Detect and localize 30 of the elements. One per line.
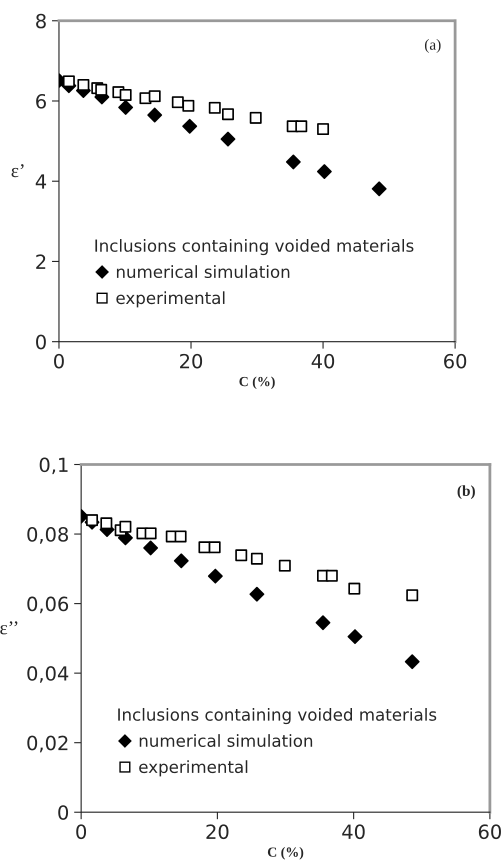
y-tick-label: 0 (58, 805, 68, 820)
legend-label: experimental (139, 760, 248, 776)
x-axis-title: C (%) (268, 847, 304, 860)
x-tick-label: 40 (342, 824, 365, 840)
legend-title: Inclusions containing voided materials (118, 708, 436, 724)
y-tick-label: 6 (36, 94, 46, 109)
y-tick-label: 0,1 (40, 457, 68, 474)
x-tick-label: 20 (206, 824, 228, 840)
y-axis-title: ε’ (12, 164, 24, 178)
y-tick-label: 0,04 (27, 666, 68, 683)
x-tick-label: 60 (444, 354, 466, 369)
y-tick-label: 4 (36, 174, 46, 189)
legend-label: experimental (116, 291, 224, 308)
x-tick-label: 40 (312, 354, 334, 369)
x-tick-label: 20 (180, 354, 202, 369)
y-tick-label: 0 (36, 334, 46, 350)
legend-label: numerical simulation (116, 265, 290, 278)
x-axis-title: C (%) (239, 376, 275, 390)
x-tick-label: 0 (76, 824, 86, 840)
legend-title: Inclusions containing voided materials (95, 239, 414, 256)
y-tick-label: 8 (36, 14, 46, 28)
x-tick-label: 60 (478, 824, 501, 840)
y-tick-label: 2 (36, 254, 46, 269)
y-axis-title: ε’’ (0, 621, 18, 634)
annotation: (b) (458, 485, 475, 500)
annotation: (a) (424, 39, 441, 53)
y-tick-label: 0,02 (27, 736, 68, 752)
y-tick-label: 0,08 (27, 527, 68, 544)
legend-label: numerical simulation (140, 734, 312, 748)
y-tick-label: 0,06 (27, 596, 68, 614)
